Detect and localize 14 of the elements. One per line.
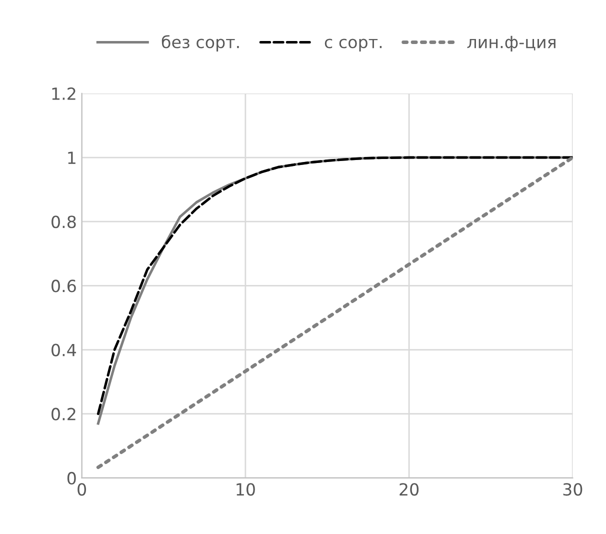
legend-label: без сорт. [162, 35, 239, 52]
x-tick-label: 10 [236, 483, 255, 496]
x-tick-label: 30 [563, 483, 582, 496]
y-tick-label: 0 [67, 472, 76, 484]
y-tick-label: 0.4 [52, 344, 76, 356]
y-tick-label: 0.8 [52, 216, 76, 228]
x-tick-label: 20 [400, 483, 419, 496]
y-tick-label: 1.2 [52, 87, 76, 100]
y-tick-label: 1 [68, 152, 76, 164]
x-tick-label: 0 [78, 483, 86, 496]
legend-label: лин.ф-ция [467, 36, 556, 52]
y-tick-label: 0.6 [52, 280, 76, 292]
y-tick-label: 0.2 [52, 408, 76, 420]
legend-label: с сорт. [324, 38, 382, 52]
